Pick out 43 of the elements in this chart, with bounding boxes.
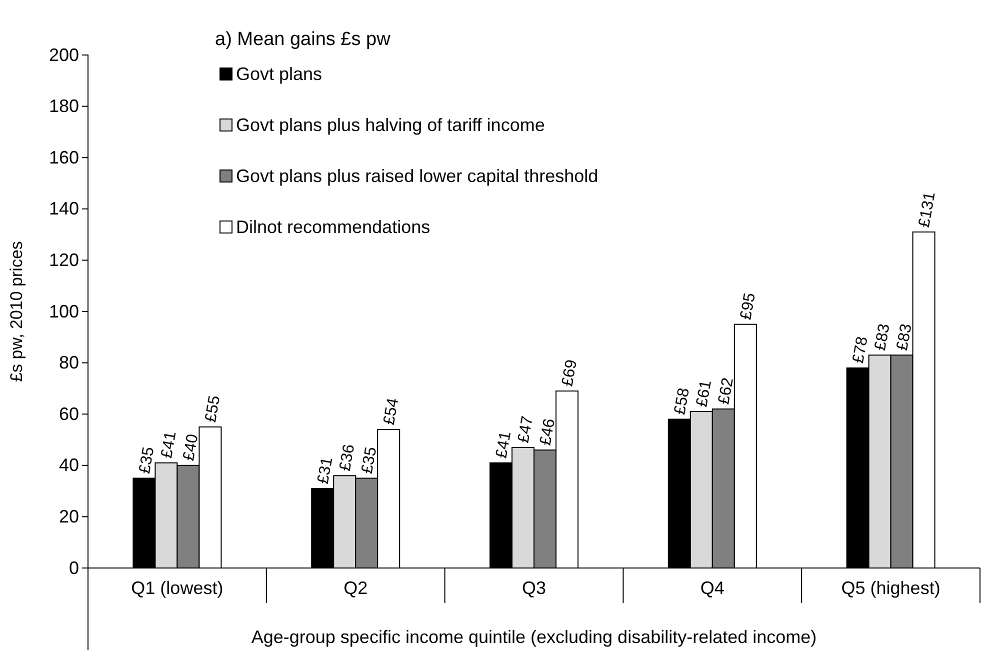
legend-label: Govt plans plus raised lower capital threshold: [236, 166, 598, 186]
y-tick-label: 120: [48, 250, 79, 270]
y-tick-label: 200: [48, 44, 79, 65]
data-label: £83: [872, 322, 894, 352]
x-tick-label: Q1 (lowest): [131, 578, 224, 598]
y-tick-label: 160: [48, 147, 79, 168]
data-label: £69: [559, 358, 581, 388]
y-tick-label: 0: [68, 558, 79, 578]
data-label: £78: [850, 335, 872, 365]
y-tick-label: 140: [48, 198, 79, 219]
data-label: £46: [537, 417, 559, 447]
y-tick-label: 180: [48, 96, 79, 116]
x-tick-label: Q2: [344, 578, 368, 598]
data-label: £83: [894, 322, 916, 352]
y-axis-title: £s pw, 2010 prices: [7, 241, 26, 382]
chart-title: a) Mean gains £s pw: [215, 29, 391, 50]
y-tick-label: 60: [58, 404, 79, 424]
y-tick-label: 100: [48, 301, 79, 322]
x-tick-label: Q5 (highest): [841, 578, 940, 598]
data-label: £47: [515, 414, 537, 444]
legend-label: Govt plans: [236, 64, 322, 84]
y-tick-label: 40: [58, 455, 79, 476]
legend-label: Dilnot recommendations: [236, 217, 430, 237]
y-tick-label: 80: [58, 352, 79, 373]
data-label: £54: [380, 396, 402, 426]
data-label: £40: [180, 432, 202, 462]
legend-label: Govt plans plus halving of tariff income: [236, 115, 545, 135]
data-label: £131: [916, 190, 939, 229]
data-label: £35: [136, 446, 158, 475]
data-label: £58: [672, 386, 693, 416]
data-label: £61: [694, 378, 715, 408]
x-tick-label: Q4: [700, 578, 724, 598]
x-axis-title: Age-group specific income quintile (excluding disability-related income): [251, 627, 817, 647]
data-label: £95: [738, 292, 759, 322]
data-label: £31: [314, 456, 336, 486]
x-tick-label: Q3: [522, 578, 546, 598]
data-label: £35: [358, 446, 380, 475]
data-label: £36: [336, 443, 358, 472]
data-label: £62: [716, 376, 737, 406]
data-label: £55: [202, 394, 224, 424]
data-label: £41: [493, 430, 515, 460]
y-tick-label: 20: [58, 506, 79, 526]
data-label: £41: [158, 430, 180, 460]
